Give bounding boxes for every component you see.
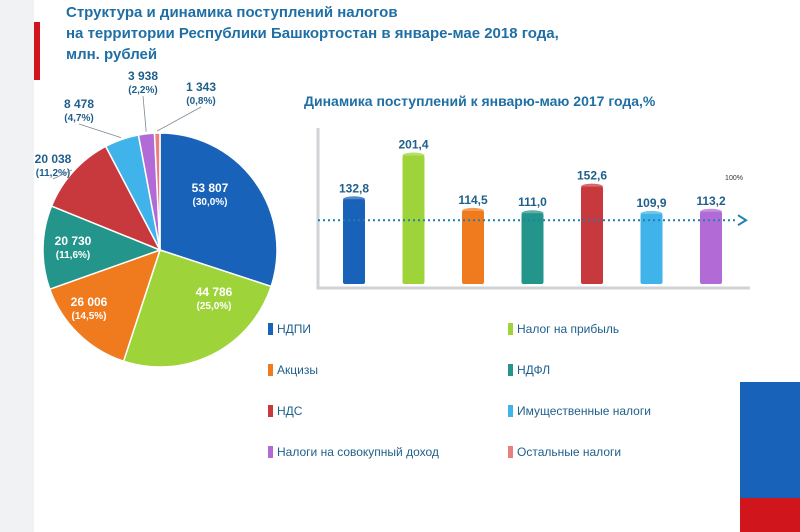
legend-swatch bbox=[508, 405, 513, 417]
bar bbox=[640, 213, 663, 284]
pie-value-label: 44 786 bbox=[196, 285, 233, 299]
left-decor-bar bbox=[0, 0, 34, 532]
bar-value-label: 111,0 bbox=[518, 195, 547, 209]
legend-item: Акцизы bbox=[268, 363, 318, 377]
bar-cap bbox=[462, 207, 484, 214]
legend-label: НДФЛ bbox=[517, 363, 551, 377]
legend-item: НДС bbox=[268, 404, 302, 418]
bar-value-label: 132,8 bbox=[339, 181, 369, 195]
pie-value-label: 20 730 bbox=[55, 234, 92, 248]
legend-swatch bbox=[508, 364, 513, 376]
pie-chart: 53 807 (30,0%) 44 786 (25,0%) 26 006 (14,5%) 2… bbox=[35, 69, 278, 368]
page-title: Структура и динамика поступлений налогов… bbox=[66, 2, 706, 65]
bar-cap bbox=[343, 196, 365, 203]
title-line-3: млн. рублей bbox=[66, 46, 158, 63]
title-line-1: Структура и динамика поступлений налогов bbox=[66, 4, 398, 21]
bar-value-label: 113,2 bbox=[696, 194, 726, 208]
legend-item: НДПИ bbox=[268, 322, 311, 336]
legend-swatch bbox=[268, 405, 273, 417]
pie-percent-label: (30,0%) bbox=[192, 197, 227, 208]
legend-label: Акцизы bbox=[277, 363, 318, 377]
legend-item: НДФЛ bbox=[508, 363, 550, 377]
bar-value-label: 109,9 bbox=[636, 196, 666, 210]
bar bbox=[700, 211, 722, 284]
pie-value-label: 3 938 bbox=[128, 69, 158, 83]
pie-value-label: 53 807 bbox=[192, 181, 229, 195]
pie-percent-label: (4,7%) bbox=[64, 113, 93, 124]
bar-value-label: 201,4 bbox=[398, 138, 428, 152]
bar-cap bbox=[700, 208, 722, 215]
bar-cap bbox=[581, 183, 603, 190]
pie-percent-label: (2,2%) bbox=[128, 85, 157, 96]
right-blue-accent bbox=[740, 382, 800, 498]
pie-slice bbox=[153, 132, 161, 251]
pie-value-label: 1 343 bbox=[186, 80, 216, 94]
pie-slice bbox=[48, 248, 162, 363]
reference-arrow-icon bbox=[737, 214, 748, 227]
bar-chart-title: Динамика поступлений к январю-маю 2017 г… bbox=[304, 93, 656, 109]
right-red-accent bbox=[740, 498, 800, 532]
reference-line-label: 100% bbox=[725, 175, 743, 182]
bar bbox=[462, 210, 484, 284]
legend-item: Налог на прибыль bbox=[508, 322, 619, 336]
legend-label: НДС bbox=[277, 404, 303, 418]
bar-cap bbox=[521, 210, 544, 217]
pie-value-label: 8 478 bbox=[64, 97, 94, 111]
bar bbox=[343, 199, 365, 284]
legend-swatch bbox=[268, 323, 273, 335]
title-line-2: на территории Республики Башкортостан в … bbox=[66, 25, 559, 42]
legend-label: Имущественные налоги bbox=[517, 404, 651, 418]
legend-swatch bbox=[508, 323, 513, 335]
pie-slice bbox=[50, 145, 162, 252]
pie-leader-line bbox=[157, 106, 202, 132]
bar bbox=[521, 213, 544, 284]
pie-leader-line bbox=[78, 123, 122, 138]
bar-chart: 132,8 201,4 114,5 111,0 152,6 109,9 113,2 100% bbox=[316, 128, 750, 290]
legend-label: НДПИ bbox=[277, 322, 312, 336]
pie-leader-line bbox=[52, 169, 73, 180]
pie-value-label: 20 038 bbox=[35, 152, 72, 166]
pie-percent-label: (11,2%) bbox=[36, 168, 70, 179]
bar-chart-frame bbox=[316, 128, 750, 290]
bar-value-label: 114,5 bbox=[458, 193, 488, 207]
pie-slice bbox=[122, 249, 273, 368]
pie-slice bbox=[159, 132, 278, 288]
left-red-accent bbox=[34, 22, 40, 80]
pie-percent-label: (0,8%) bbox=[186, 96, 215, 107]
bar-value-label: 152,6 bbox=[577, 169, 607, 183]
legend-item: Остальные налоги bbox=[508, 445, 621, 459]
bar-cap bbox=[402, 152, 425, 159]
legend-swatch bbox=[268, 364, 273, 376]
pie-leader-line bbox=[142, 95, 147, 132]
bar-cap bbox=[640, 210, 663, 217]
bar bbox=[581, 186, 603, 284]
legend-label: Остальные налоги bbox=[517, 445, 622, 459]
pie-slice bbox=[42, 205, 163, 291]
legend-swatch bbox=[508, 446, 513, 458]
legend-label: Налог на прибыль bbox=[517, 322, 620, 336]
pie-percent-label: (14,5%) bbox=[71, 311, 106, 322]
legend-swatch bbox=[268, 446, 273, 458]
pie-percent-label: (11,6%) bbox=[56, 250, 90, 261]
legend-item: Имущественные налоги bbox=[508, 404, 651, 418]
legend-item: Налоги на совокупный доход bbox=[268, 445, 439, 459]
pie-value-label: 26 006 bbox=[71, 295, 108, 309]
pie-percent-label: (25,0%) bbox=[196, 301, 231, 312]
legend-label: Налоги на совокупный доход bbox=[277, 445, 439, 459]
